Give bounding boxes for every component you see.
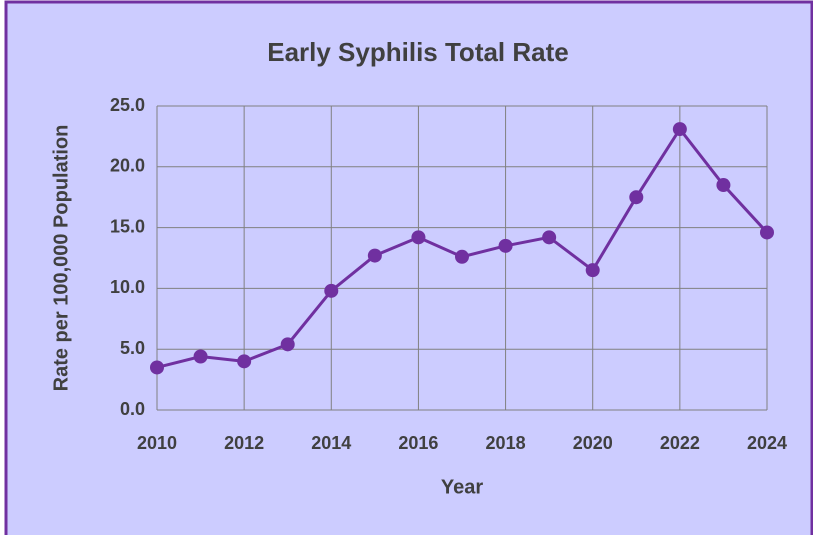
y-tick-label: 15.0 xyxy=(110,216,145,236)
marker xyxy=(193,349,208,364)
x-tick-label: 2018 xyxy=(486,433,526,453)
x-tick-label: 2014 xyxy=(311,433,351,453)
marker xyxy=(237,354,252,369)
marker xyxy=(455,249,469,264)
marker xyxy=(367,248,382,263)
y-tick-label: 0.0 xyxy=(120,399,145,419)
marker xyxy=(150,360,164,375)
y-tick-label: 5.0 xyxy=(120,338,145,358)
marker xyxy=(324,283,339,298)
x-tick-label: 2010 xyxy=(137,433,177,453)
chart-background xyxy=(4,0,813,535)
y-tick-label: 25.0 xyxy=(110,95,145,115)
marker xyxy=(280,337,295,352)
x-tick-label: 2016 xyxy=(398,433,438,453)
x-axis-label: Year xyxy=(441,476,483,498)
x-tick-label: 2024 xyxy=(747,433,787,453)
chart-title: Early Syphilis Total Rate xyxy=(267,37,569,67)
marker xyxy=(672,122,687,137)
y-tick-label: 20.0 xyxy=(110,156,145,176)
marker xyxy=(585,263,600,278)
x-tick-label: 2022 xyxy=(660,433,700,453)
y-tick-label: 10.0 xyxy=(110,277,145,297)
marker xyxy=(716,178,731,193)
marker xyxy=(760,225,774,240)
y-axis-label: Rate per 100,000 Population xyxy=(50,125,72,392)
marker xyxy=(498,238,513,253)
marker xyxy=(411,230,426,245)
marker xyxy=(542,230,557,245)
marker xyxy=(629,190,644,205)
x-tick-label: 2012 xyxy=(224,433,264,453)
x-tick-label: 2020 xyxy=(573,433,613,453)
